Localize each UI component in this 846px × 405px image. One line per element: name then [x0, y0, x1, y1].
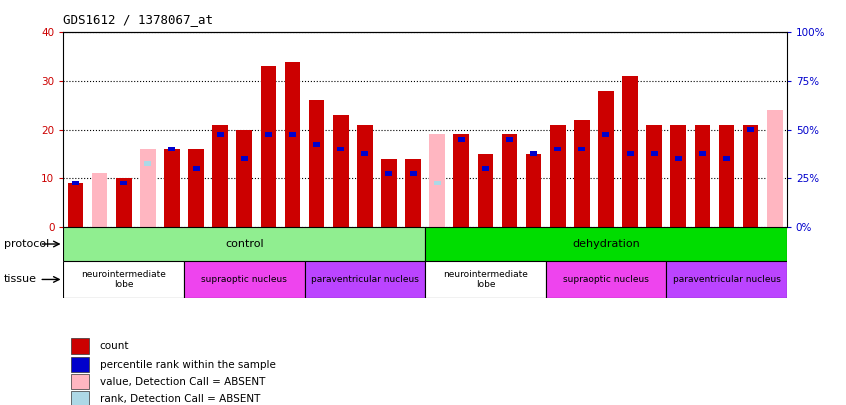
Text: neurointermediate
lobe: neurointermediate lobe [443, 270, 528, 289]
Bar [284, 62, 300, 227]
Bar [598, 91, 614, 227]
Bar [627, 151, 634, 156]
Text: rank, Detection Call = ABSENT: rank, Detection Call = ABSENT [100, 394, 260, 404]
Bar [261, 66, 277, 227]
Text: paraventricular nucleus: paraventricular nucleus [310, 275, 419, 284]
Bar [482, 166, 489, 171]
Bar [184, 261, 305, 298]
Bar [458, 137, 464, 142]
Bar [71, 374, 89, 390]
Bar [502, 134, 518, 227]
Bar [193, 166, 200, 171]
Bar [381, 159, 397, 227]
Bar [265, 132, 272, 137]
Bar [699, 151, 706, 156]
Bar [91, 173, 107, 227]
Text: paraventricular nucleus: paraventricular nucleus [673, 275, 781, 284]
Bar [405, 159, 421, 227]
Bar [666, 261, 787, 298]
Text: dehydration: dehydration [572, 239, 640, 249]
Bar [530, 151, 537, 156]
Bar [212, 125, 228, 227]
Text: GDS1612 / 1378067_at: GDS1612 / 1378067_at [63, 13, 213, 26]
Text: tissue: tissue [4, 275, 37, 284]
Bar [718, 125, 734, 227]
Bar [453, 134, 470, 227]
Bar [695, 125, 711, 227]
Bar [675, 156, 682, 161]
Text: supraoptic nucleus: supraoptic nucleus [563, 275, 649, 284]
Bar [622, 76, 638, 227]
Bar [236, 130, 252, 227]
Bar [116, 178, 132, 227]
Bar [357, 125, 373, 227]
Bar [338, 147, 344, 151]
Bar [188, 149, 204, 227]
Bar [332, 115, 349, 227]
Bar [361, 151, 368, 156]
Bar [477, 154, 493, 227]
Bar [164, 149, 180, 227]
Bar [651, 151, 657, 156]
Text: percentile rank within the sample: percentile rank within the sample [100, 360, 276, 370]
Bar [145, 161, 151, 166]
Bar [309, 100, 325, 227]
Bar [305, 261, 425, 298]
Bar [434, 181, 441, 185]
Text: neurointermediate
lobe: neurointermediate lobe [81, 270, 166, 289]
Bar [120, 181, 127, 185]
Bar [766, 110, 783, 227]
Bar [579, 147, 585, 151]
Bar [723, 156, 730, 161]
Bar [646, 125, 662, 227]
Bar [68, 183, 84, 227]
Text: protocol: protocol [4, 239, 49, 249]
Bar [217, 132, 223, 137]
Text: control: control [225, 239, 264, 249]
Bar [409, 171, 416, 176]
Bar [602, 132, 609, 137]
Bar [71, 357, 89, 373]
Bar [289, 132, 296, 137]
Bar [550, 125, 566, 227]
Text: count: count [100, 341, 129, 351]
Text: supraoptic nucleus: supraoptic nucleus [201, 275, 288, 284]
Bar [554, 147, 561, 151]
Bar [525, 154, 541, 227]
Bar [241, 156, 248, 161]
Bar [574, 120, 590, 227]
Bar [71, 391, 89, 405]
Bar [140, 149, 156, 227]
Bar [670, 125, 686, 227]
Bar [168, 147, 175, 151]
Bar [71, 339, 89, 354]
Text: value, Detection Call = ABSENT: value, Detection Call = ABSENT [100, 377, 265, 387]
Bar [425, 261, 546, 298]
Bar [506, 137, 513, 142]
Bar [425, 227, 787, 261]
Bar [546, 261, 667, 298]
Bar [63, 227, 425, 261]
Bar [747, 127, 754, 132]
Bar [313, 142, 320, 147]
Bar [72, 181, 79, 185]
Bar [63, 261, 184, 298]
Bar [743, 125, 759, 227]
Bar [386, 171, 393, 176]
Bar [429, 134, 445, 227]
